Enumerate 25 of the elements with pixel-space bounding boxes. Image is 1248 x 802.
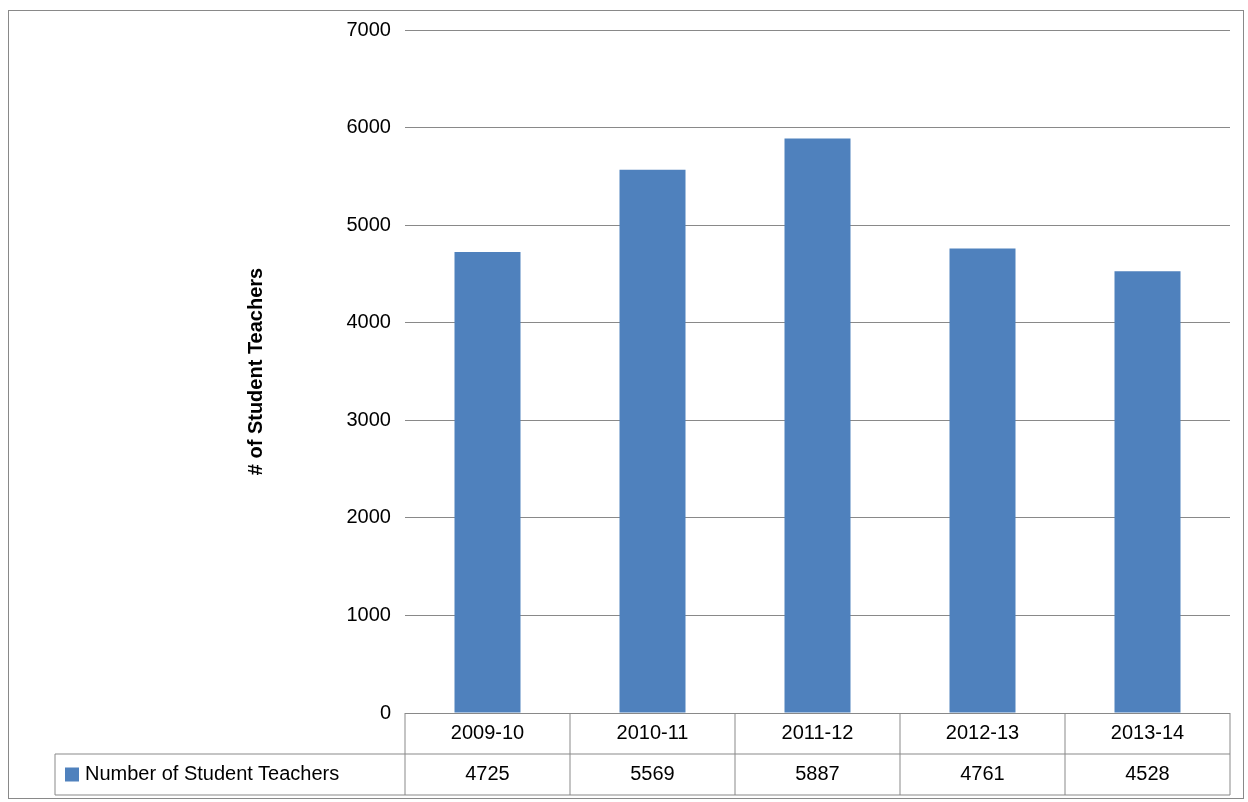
y-tick-label: 4000 xyxy=(346,310,391,333)
y-tick-label: 1000 xyxy=(346,602,391,625)
y-tick-label: 3000 xyxy=(346,407,391,430)
y-axis-title: # of Student Teachers xyxy=(243,267,266,476)
data-label: 5569 xyxy=(630,762,675,785)
y-tick-label: 5000 xyxy=(346,212,391,235)
data-label: 4528 xyxy=(1125,762,1170,785)
x-tick-label: 2010-11 xyxy=(616,721,689,744)
y-tick-label: 7000 xyxy=(346,17,391,40)
data-label: 4725 xyxy=(465,762,510,785)
data-label: 4761 xyxy=(960,762,1005,785)
data-label: 5887 xyxy=(795,762,840,785)
bar xyxy=(949,248,1016,713)
y-tick-label: 2000 xyxy=(346,505,391,528)
x-tick-label: 2013-14 xyxy=(1110,721,1185,744)
legend-label: Number of Student Teachers xyxy=(85,762,340,785)
x-tick-label: 2012-13 xyxy=(945,721,1020,744)
x-tick-label: 2011-12 xyxy=(781,721,854,744)
y-tick-label: 6000 xyxy=(346,115,391,138)
x-tick-label: 2009-10 xyxy=(450,721,525,744)
bar xyxy=(784,138,851,713)
bar xyxy=(454,251,521,713)
y-tick-label: 0 xyxy=(379,700,391,723)
bar xyxy=(1114,271,1181,713)
bar xyxy=(619,169,686,713)
